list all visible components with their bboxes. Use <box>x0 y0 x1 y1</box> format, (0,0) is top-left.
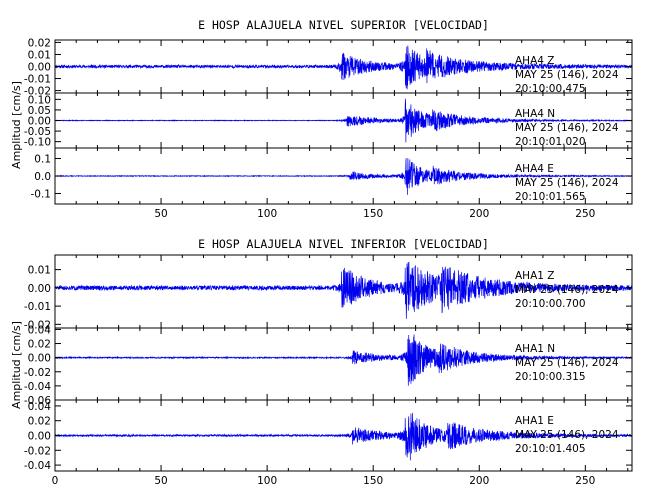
x-tick-label: 50 <box>154 475 167 487</box>
waveform-trace <box>54 158 633 195</box>
y-tick-label: -0.02 <box>24 445 51 457</box>
trace-panel-aha1-e: 0.04 0.02 0.00 -0.02 -0.04 AHA1 E MAY 25 (146)… <box>24 399 633 472</box>
y-tick-label: 0.01 <box>28 265 51 277</box>
x-tick-label: 200 <box>469 475 489 487</box>
y-tick-label: 0.00 <box>28 353 51 365</box>
x-tick-label: 200 <box>469 208 489 220</box>
y-tick-label: -0.02 <box>24 319 51 331</box>
waveform-trace <box>54 261 633 319</box>
trace-date-label: MAY 25 (146), 2024 <box>515 177 619 189</box>
chart-title: E HOSP ALAJUELA NIVEL INFERIOR [VELOCIDA… <box>198 237 489 251</box>
trace-station-label: AHA4 Z <box>515 55 554 67</box>
trace-station-label: AHA1 N <box>515 343 555 355</box>
trace-time-label: 20:10:01.565 <box>515 191 586 203</box>
trace-time-label: 20:10:01.405 <box>515 443 586 455</box>
y-tick-label: -0.02 <box>24 367 51 379</box>
y-tick-label: -0.05 <box>24 126 51 138</box>
y-tick-label: 0.00 <box>28 116 51 128</box>
y-tick-label: -0.10 <box>24 137 51 149</box>
trace-panel-aha4-z: 0.020.010.00-0.01-0.02 AHA4 Z MAY 25 (146)… <box>24 37 633 98</box>
trace-station-label: AHA1 Z <box>515 270 554 282</box>
waveform-trace <box>54 45 633 90</box>
seismogram-block-1: E HOSP ALAJUELA NIVEL SUPERIOR [VELOCIDA… <box>10 18 633 220</box>
seismogram-block-2: E HOSP ALAJUELA NIVEL INFERIOR [VELOCIDA… <box>10 237 633 487</box>
waveform-trace <box>54 334 633 386</box>
trace-panel-aha4-e: 0.1 0.0 -0.1 AHA4 E MAY 25 (146), 2024 20:10:… <box>31 147 633 205</box>
trace-time-label: 20:10:01.020 <box>515 136 586 148</box>
y-tick-label: 0.04 <box>28 324 52 336</box>
trace-station-label: AHA4 N <box>515 108 555 120</box>
y-tick-label: -0.04 <box>24 460 51 472</box>
y-tick-label: 0.01 <box>28 49 51 61</box>
trace-panel-aha1-z: 0.01 0.00 -0.01 -0.02 AHA1 Z MAY 25 (146), 20… <box>24 254 633 331</box>
trace-date-label: MAY 25 (146), 2024 <box>515 429 619 441</box>
y-tick-label: 0.02 <box>28 339 51 351</box>
y-tick-label: 0.00 <box>28 431 51 443</box>
y-axis-label: Amplitud [cm/s] <box>10 321 23 409</box>
chart-title: E HOSP ALAJUELA NIVEL SUPERIOR [VELOCIDA… <box>198 18 489 32</box>
y-tick-label: 0.00 <box>28 62 51 74</box>
trace-time-label: 20:10:00.315 <box>515 371 586 383</box>
y-tick-label: 0.10 <box>28 94 51 106</box>
y-tick-label: -0.04 <box>24 381 51 393</box>
x-tick-label: 100 <box>257 208 277 220</box>
trace-time-label: 20:10:00.700 <box>515 298 586 310</box>
x-tick-label: 150 <box>363 475 383 487</box>
trace-station-label: AHA1 E <box>515 415 554 427</box>
waveform-trace <box>54 412 633 461</box>
y-tick-label: 0.1 <box>34 154 51 166</box>
y-axis-label: Amplitud [cm/s] <box>10 81 23 169</box>
trace-date-label: MAY 25 (146), 2024 <box>515 122 619 134</box>
y-tick-label: -0.01 <box>24 74 51 86</box>
trace-panel-aha4-n: 0.100.050.00-0.05-0.10 AHA4 N MAY 25 (146)… <box>24 92 633 149</box>
y-tick-label: 0.04 <box>28 401 52 413</box>
trace-panel-aha1-n: 0.04 0.02 0.00 -0.02 -0.04 -0.06 AHA1 N MAY 25 … <box>24 324 633 407</box>
waveform-trace <box>54 98 633 143</box>
y-tick-label: 0.05 <box>28 105 51 117</box>
y-tick-label: 0.00 <box>28 283 51 295</box>
y-tick-label: 0.0 <box>34 171 51 183</box>
y-tick-label: -0.06 <box>24 395 51 407</box>
y-tick-label: -0.01 <box>24 301 51 313</box>
y-tick-label: 0.02 <box>28 416 51 428</box>
trace-time-label: 20:10:00.475 <box>515 83 586 95</box>
y-tick-label: 0.02 <box>28 37 51 49</box>
trace-station-label: AHA4 E <box>515 163 554 175</box>
x-tick-label: 50 <box>154 208 167 220</box>
trace-date-label: MAY 25 (146), 2024 <box>515 69 619 81</box>
trace-date-label: MAY 25 (146), 2024 <box>515 357 619 369</box>
y-tick-label: -0.1 <box>31 189 52 201</box>
trace-date-label: MAY 25 (146), 2024 <box>515 284 619 296</box>
x-tick-label: 100 <box>257 475 277 487</box>
x-tick-label: 150 <box>363 208 383 220</box>
x-tick-label: 250 <box>575 475 595 487</box>
x-tick-label: 0 <box>52 475 59 487</box>
x-tick-label: 250 <box>575 208 595 220</box>
y-tick-label: -0.02 <box>24 86 51 98</box>
